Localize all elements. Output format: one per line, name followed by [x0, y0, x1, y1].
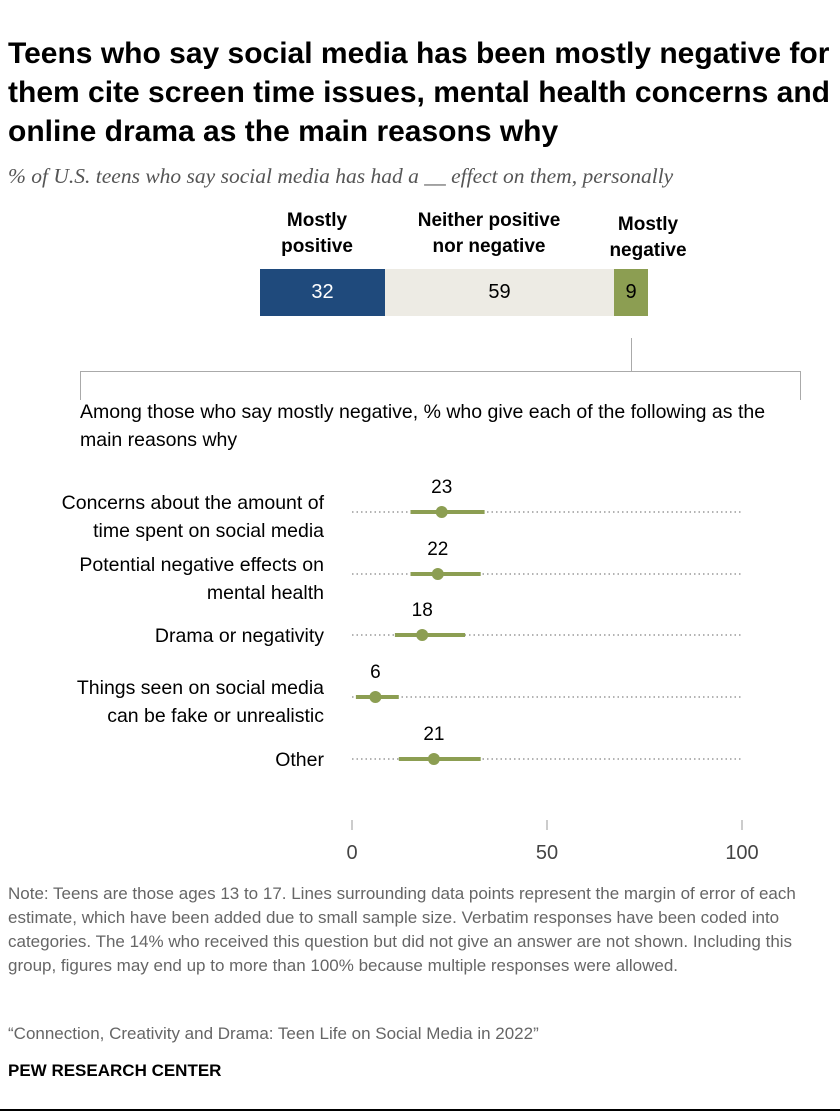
segment-label-neither: Neither positive nor negative [398, 208, 580, 260]
segment-label-negative: Mostly negative [596, 212, 700, 264]
data-point [369, 691, 382, 703]
bottom-rule [0, 1109, 840, 1111]
org-name: PEW RESEARCH CENTER [8, 1061, 222, 1080]
x-tick-label: 100 [725, 842, 758, 864]
segment-value-positive: 32 [311, 281, 334, 303]
data-label: 6 [370, 662, 381, 683]
x-axis: 0 50 100 [346, 820, 759, 864]
chart-title: Teens who say social media has been most… [8, 37, 830, 148]
data-point [427, 753, 440, 765]
chart-rows: 23 Concerns about the amount of time spent… [62, 477, 742, 771]
data-label: 23 [431, 477, 452, 498]
segment-label-positive: Mostly positive [262, 208, 372, 260]
category-label: Drama or negativity [155, 625, 324, 647]
data-label: 18 [412, 600, 433, 621]
data-label: 21 [423, 724, 444, 745]
segment-label-neither-line2: nor negative [432, 236, 546, 257]
category-label-line2: time spent on social media [93, 520, 324, 542]
row-5: 21 Other [275, 724, 742, 771]
segment-label-negative-line1: Mostly [617, 214, 679, 235]
row-3: 18 Drama or negativity [155, 600, 742, 647]
category-label-line2: can be fake or unrealistic [107, 705, 324, 727]
chart-intro: Among those who say mostly negative, % w… [80, 401, 766, 451]
row-1: 23 Concerns about the amount of time spent… [62, 477, 742, 542]
chart-note: Note: Teens are those ages 13 to 17. Lin… [8, 884, 796, 975]
x-tick-label: 50 [536, 842, 558, 864]
data-point [431, 568, 444, 580]
bracket-stem [631, 338, 632, 371]
data-label: 22 [427, 539, 448, 560]
segment-value-neither: 59 [488, 281, 511, 303]
bracket-left-arm [80, 371, 81, 400]
data-point [416, 629, 429, 641]
segment-bar-neither: 59 [385, 269, 614, 316]
row-4: 6 Things seen on social media can be fake … [77, 662, 742, 727]
category-label: Potential negative effects on [79, 554, 324, 576]
segment-label-positive-line1: Mostly [286, 210, 348, 231]
segment-bar-positive: 32 [260, 269, 385, 316]
dot-chart: 23 Concerns about the amount of time spent… [62, 477, 759, 864]
segment-label-positive-line2: positive [281, 236, 353, 257]
bracket-top-line [80, 371, 801, 372]
segment-value-negative: 9 [625, 281, 637, 303]
category-label-line2: mental health [207, 582, 324, 604]
x-tick-label: 0 [346, 842, 357, 864]
category-label: Other [275, 749, 324, 771]
row-2: 22 Potential negative effects on mental he… [79, 539, 742, 604]
segment-label-neither-line1: Neither positive [417, 210, 561, 231]
data-point [435, 506, 448, 518]
category-label: Things seen on social media [77, 677, 324, 699]
chart-source: “Connection, Creativity and Drama: Teen … [8, 1024, 539, 1043]
category-label: Concerns about the amount of [62, 492, 325, 514]
segment-bar-negative: 9 [614, 269, 648, 316]
bracket-right-arm [800, 371, 801, 400]
chart-subtitle: % of U.S. teens who say social media has… [8, 164, 674, 188]
segment-label-negative-line2: negative [609, 240, 687, 261]
